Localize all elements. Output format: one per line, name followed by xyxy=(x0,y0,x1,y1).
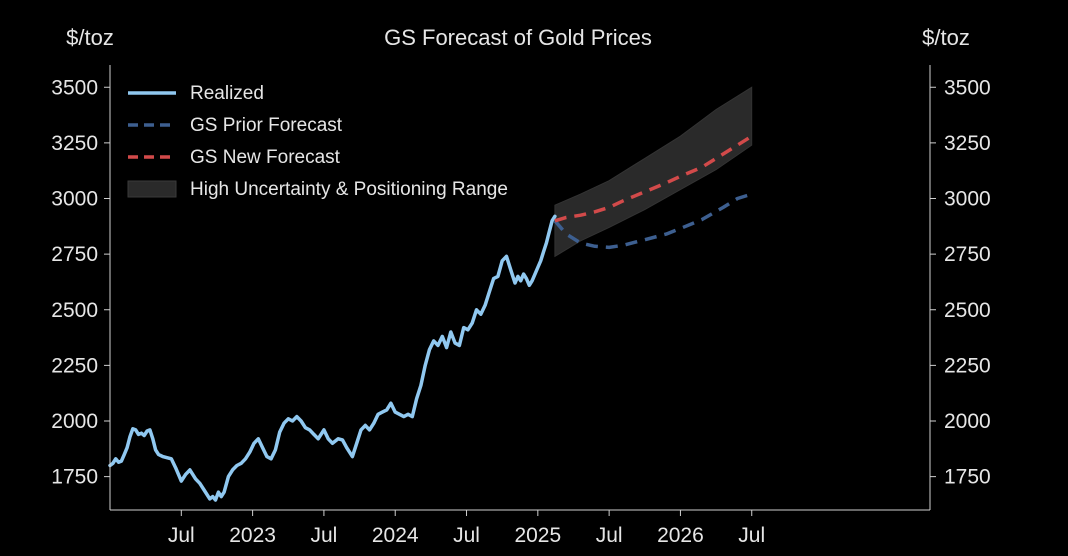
y-tick-label-right: 2500 xyxy=(944,299,991,322)
y-tick-label-left: 2000 xyxy=(51,410,98,433)
legend-swatch-uncertainty-range xyxy=(127,180,177,198)
x-tick-label: Jul xyxy=(738,524,765,547)
y-tick-label-left: 1750 xyxy=(51,466,98,489)
series-line-realized xyxy=(108,214,557,502)
y-tick-label-right: 3000 xyxy=(944,188,991,211)
x-tick-label: Jul xyxy=(168,524,195,547)
axes-layer: 1750 1750 2000 2000 2250 2250 2500 2500 2750 2750… xyxy=(51,65,991,547)
y-tick-label-left: 3500 xyxy=(51,76,98,99)
x-tick-label: Jul xyxy=(310,524,337,547)
y-axis-label-left: $/toz xyxy=(66,25,114,50)
legend: Realized GS Prior Forecast GS New Foreca… xyxy=(127,83,508,200)
legend-label-realized: Realized xyxy=(190,83,264,104)
legend-label-gs-new-forecast: GS New Forecast xyxy=(190,147,341,168)
uncertainty-band-layer xyxy=(554,86,753,258)
y-tick-label-right: 3250 xyxy=(944,132,991,155)
y-tick-label-left: 3250 xyxy=(51,132,98,155)
y-tick-label-right: 2750 xyxy=(944,243,991,266)
uncertainty-band xyxy=(554,86,753,258)
legend-label-gs-prior-forecast: GS Prior Forecast xyxy=(190,115,343,136)
series-line-gs-new-forecast xyxy=(554,134,753,223)
y-tick-label-left: 2750 xyxy=(51,243,98,266)
y-tick-label-left: 2500 xyxy=(51,299,98,322)
y-axis-label-right: $/toz xyxy=(922,25,970,50)
x-tick-label: Jul xyxy=(596,524,623,547)
y-tick-label-right: 3500 xyxy=(944,76,991,99)
series-line-gs-prior-forecast xyxy=(553,192,753,250)
x-tick-label: 2023 xyxy=(229,524,276,547)
y-tick-label-left: 2250 xyxy=(51,354,98,377)
x-tick-label: 2025 xyxy=(514,524,561,547)
x-tick-label: 2026 xyxy=(657,524,704,547)
x-tick-label: Jul xyxy=(453,524,480,547)
legend-label-uncertainty-range: High Uncertainty & Positioning Range xyxy=(190,179,508,200)
y-tick-label-right: 2250 xyxy=(944,354,991,377)
series-lines-layer xyxy=(108,134,753,502)
chart-title: GS Forecast of Gold Prices xyxy=(384,25,652,50)
x-tick-label: 2024 xyxy=(372,524,419,547)
y-tick-label-right: 1750 xyxy=(944,466,991,489)
y-tick-label-right: 2000 xyxy=(944,410,991,433)
y-tick-label-left: 3000 xyxy=(51,188,98,211)
